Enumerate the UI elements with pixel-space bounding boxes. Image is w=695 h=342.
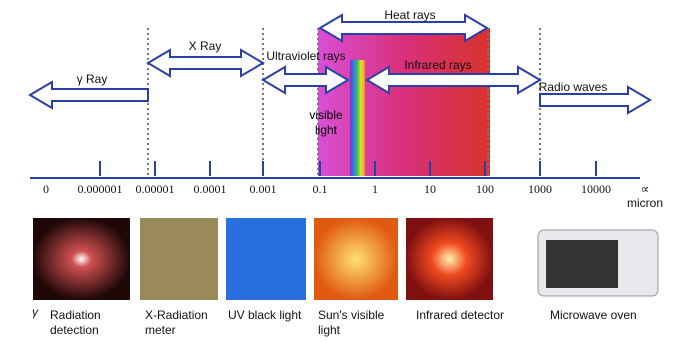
photo-gamma	[33, 218, 130, 300]
visible-label-box: visible light	[300, 108, 352, 148]
scale-label: 0	[43, 182, 49, 196]
band-label: Ultraviolet rays	[266, 49, 345, 63]
caption: Sun's visible	[318, 308, 385, 322]
caption: Radiation	[50, 308, 101, 322]
caption: meter	[145, 323, 176, 337]
photo-uv	[226, 218, 306, 300]
band-label: X Ray	[189, 39, 222, 53]
band-label: Infrared rays	[404, 58, 471, 72]
scale-label: 0.001	[250, 182, 277, 196]
microwave-door	[546, 240, 618, 288]
scale-unit: micron	[627, 196, 663, 210]
caption: X-Radiation	[145, 308, 208, 322]
band-label: visible light	[300, 108, 352, 138]
photo-xray	[140, 218, 218, 300]
scale-label: 1000	[528, 182, 552, 196]
arrow	[148, 50, 263, 76]
scale-label: 1	[372, 182, 378, 196]
scale-label: 0.00001	[136, 182, 175, 196]
photo-sun	[314, 218, 398, 300]
scale-label: 10	[424, 182, 436, 196]
caption: detection	[50, 323, 99, 337]
caption: light	[318, 323, 341, 337]
scale-label: 10000	[581, 182, 611, 196]
caption: UV black light	[228, 308, 302, 322]
caption: Infrared detector	[416, 308, 504, 322]
caption: Microwave oven	[550, 308, 637, 322]
caption-symbol: γ	[32, 305, 39, 319]
scale-label: 0.0001	[194, 182, 227, 196]
spectrum-diagram: γ Ray X Ray Ultraviolet rays Heat rays Infra…	[0, 0, 695, 342]
scale-label: 100	[476, 182, 494, 196]
scale-label: 0.1	[313, 182, 328, 196]
scale-label: 0.000001	[78, 182, 123, 196]
photo-infrared	[406, 218, 493, 300]
scale-label: ∝	[641, 182, 650, 196]
visible-spectrum	[350, 60, 365, 176]
band-label: Heat rays	[384, 8, 435, 22]
band-label: Radio waves	[539, 80, 608, 94]
band-label: γ Ray	[77, 72, 108, 86]
